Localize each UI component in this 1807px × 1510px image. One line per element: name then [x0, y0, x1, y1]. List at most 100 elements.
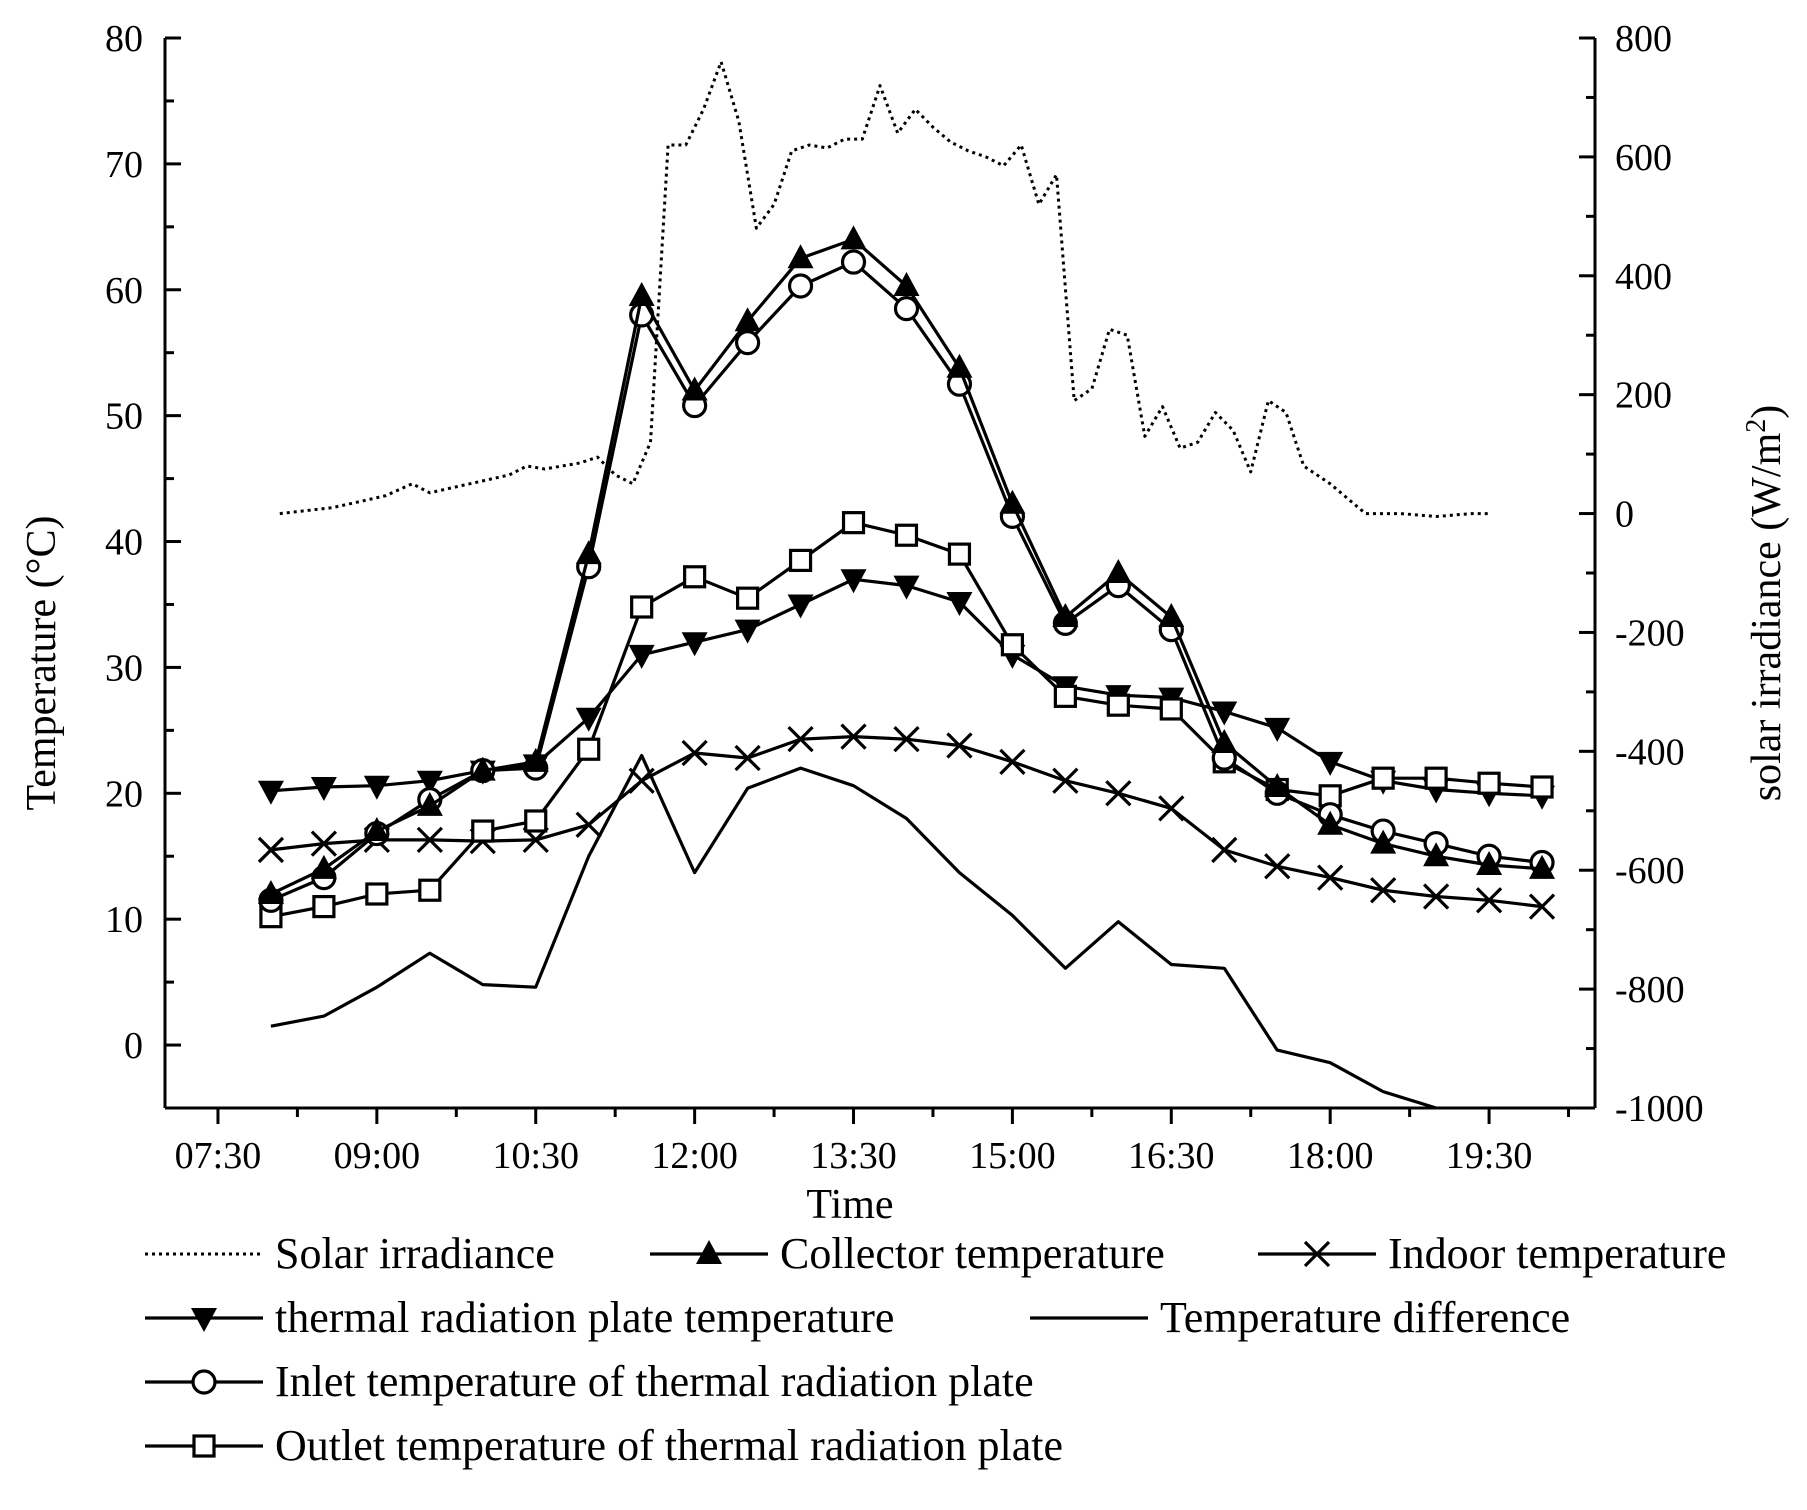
data-point: [894, 523, 919, 547]
data-point: [1052, 767, 1079, 794]
data-point: [575, 540, 602, 565]
data-point: [946, 353, 973, 378]
data-point: [1475, 887, 1503, 914]
legend-label: thermal radiation plate temperature: [275, 1293, 894, 1342]
data-point: [1530, 775, 1554, 799]
data-point: [1317, 864, 1344, 891]
y2-tick-label: 200: [1615, 375, 1672, 417]
data-point: [310, 777, 337, 801]
data-point: [1159, 697, 1183, 721]
data-point: [1370, 829, 1397, 854]
data-point: [787, 726, 814, 753]
data-point: [681, 739, 708, 767]
x-tick-label: 13:30: [810, 1135, 897, 1177]
data-point: [893, 575, 920, 600]
x-tick-label: 19:30: [1446, 1135, 1533, 1177]
x-tick-label: 12:00: [651, 1135, 738, 1177]
data-point: [1211, 836, 1238, 864]
data-point: [418, 878, 442, 902]
series-temperature-difference: [270, 753, 1437, 1110]
data-point: [787, 273, 814, 299]
legend-entry-thermal-radiation-plate-temperature: thermal radiation plate temperature: [145, 1293, 894, 1342]
data-point: [577, 737, 601, 761]
legend-label: Solar irradiance: [275, 1229, 555, 1278]
y-tick-label: 50: [105, 396, 143, 438]
y-tick-label: 70: [105, 144, 143, 186]
x-tick-label: 09:00: [334, 1135, 421, 1177]
legend-marker: [192, 1434, 216, 1458]
legend-entry-collector-temperature: Collector temperature: [650, 1229, 1165, 1278]
data-point: [363, 775, 390, 800]
data-point: [1317, 810, 1344, 835]
x-tick-label: 07:30: [175, 1135, 262, 1177]
series-layer: [257, 60, 1556, 1110]
data-point: [365, 882, 389, 906]
data-point: [999, 489, 1026, 514]
y-tick-label: 20: [105, 773, 143, 815]
data-point: [787, 594, 814, 619]
legend-label: Outlet temperature of thermal radiation …: [275, 1421, 1063, 1470]
y-tick-label: 80: [105, 18, 143, 60]
series-line: [279, 60, 1490, 518]
series-line: [270, 753, 1437, 1110]
y2-tick-label: -800: [1615, 969, 1685, 1011]
data-point: [1264, 717, 1291, 742]
y2-tick-label: -1000: [1615, 1088, 1704, 1130]
data-point: [1158, 603, 1185, 628]
x-tick-label: 16:30: [1128, 1135, 1215, 1177]
series-line: [270, 237, 1543, 896]
data-point: [840, 569, 867, 594]
y2-tick-label: 800: [1615, 18, 1672, 60]
data-point: [471, 819, 495, 843]
data-point: [1000, 633, 1025, 657]
y-tick-label: 40: [105, 522, 143, 564]
data-point: [575, 707, 602, 732]
data-point: [524, 809, 548, 833]
series-solar-irradiance: [279, 60, 1490, 518]
data-point: [1317, 751, 1344, 776]
data-point: [840, 723, 867, 750]
data-point: [681, 376, 708, 401]
data-point: [1422, 883, 1450, 910]
data-point: [310, 854, 337, 879]
y2-tick-label: -600: [1615, 850, 1685, 892]
y2-tick-label: -400: [1615, 731, 1685, 773]
data-point: [628, 282, 655, 307]
y2-tick-label: 0: [1615, 494, 1634, 536]
data-point: [1529, 854, 1556, 879]
y2-axis-title: solar irradiance (W/m2): [1741, 405, 1791, 801]
data-point: [681, 632, 708, 657]
data-point: [1477, 771, 1501, 795]
data-point: [1158, 795, 1185, 822]
legend-marker: [191, 1308, 217, 1332]
data-point: [1264, 853, 1291, 880]
legend-entry-solar-irradiance: Solar irradiance: [145, 1229, 555, 1278]
data-point: [734, 330, 761, 356]
data-point: [1424, 766, 1448, 790]
series-indoor-temperature: [257, 723, 1556, 920]
data-point: [310, 830, 338, 857]
x-tick-label: 15:00: [969, 1135, 1056, 1177]
data-point: [1476, 851, 1503, 876]
legend-marker: [1303, 1240, 1331, 1268]
legend-marker: [191, 1369, 217, 1395]
data-point: [1105, 780, 1132, 807]
data-point: [841, 511, 866, 535]
data-point: [947, 542, 972, 566]
data-point: [522, 747, 549, 772]
data-point: [683, 565, 707, 589]
y-axis-title: Temperature (°C): [19, 516, 65, 811]
data-point: [1264, 773, 1291, 797]
x-tick-label: 18:00: [1287, 1135, 1374, 1177]
data-point: [1423, 842, 1450, 867]
data-point: [788, 548, 813, 573]
data-point: [893, 271, 920, 296]
series-thermal-radiation-plate-temperature: [257, 569, 1556, 810]
data-point: [734, 307, 761, 332]
data-point: [1053, 684, 1077, 708]
data-point: [1370, 877, 1397, 904]
data-point: [787, 244, 814, 269]
data-point: [1106, 693, 1130, 717]
x-tick-label: 10:30: [492, 1135, 579, 1177]
legend: Solar irradiance Collector temperature Ind…: [145, 1229, 1726, 1470]
